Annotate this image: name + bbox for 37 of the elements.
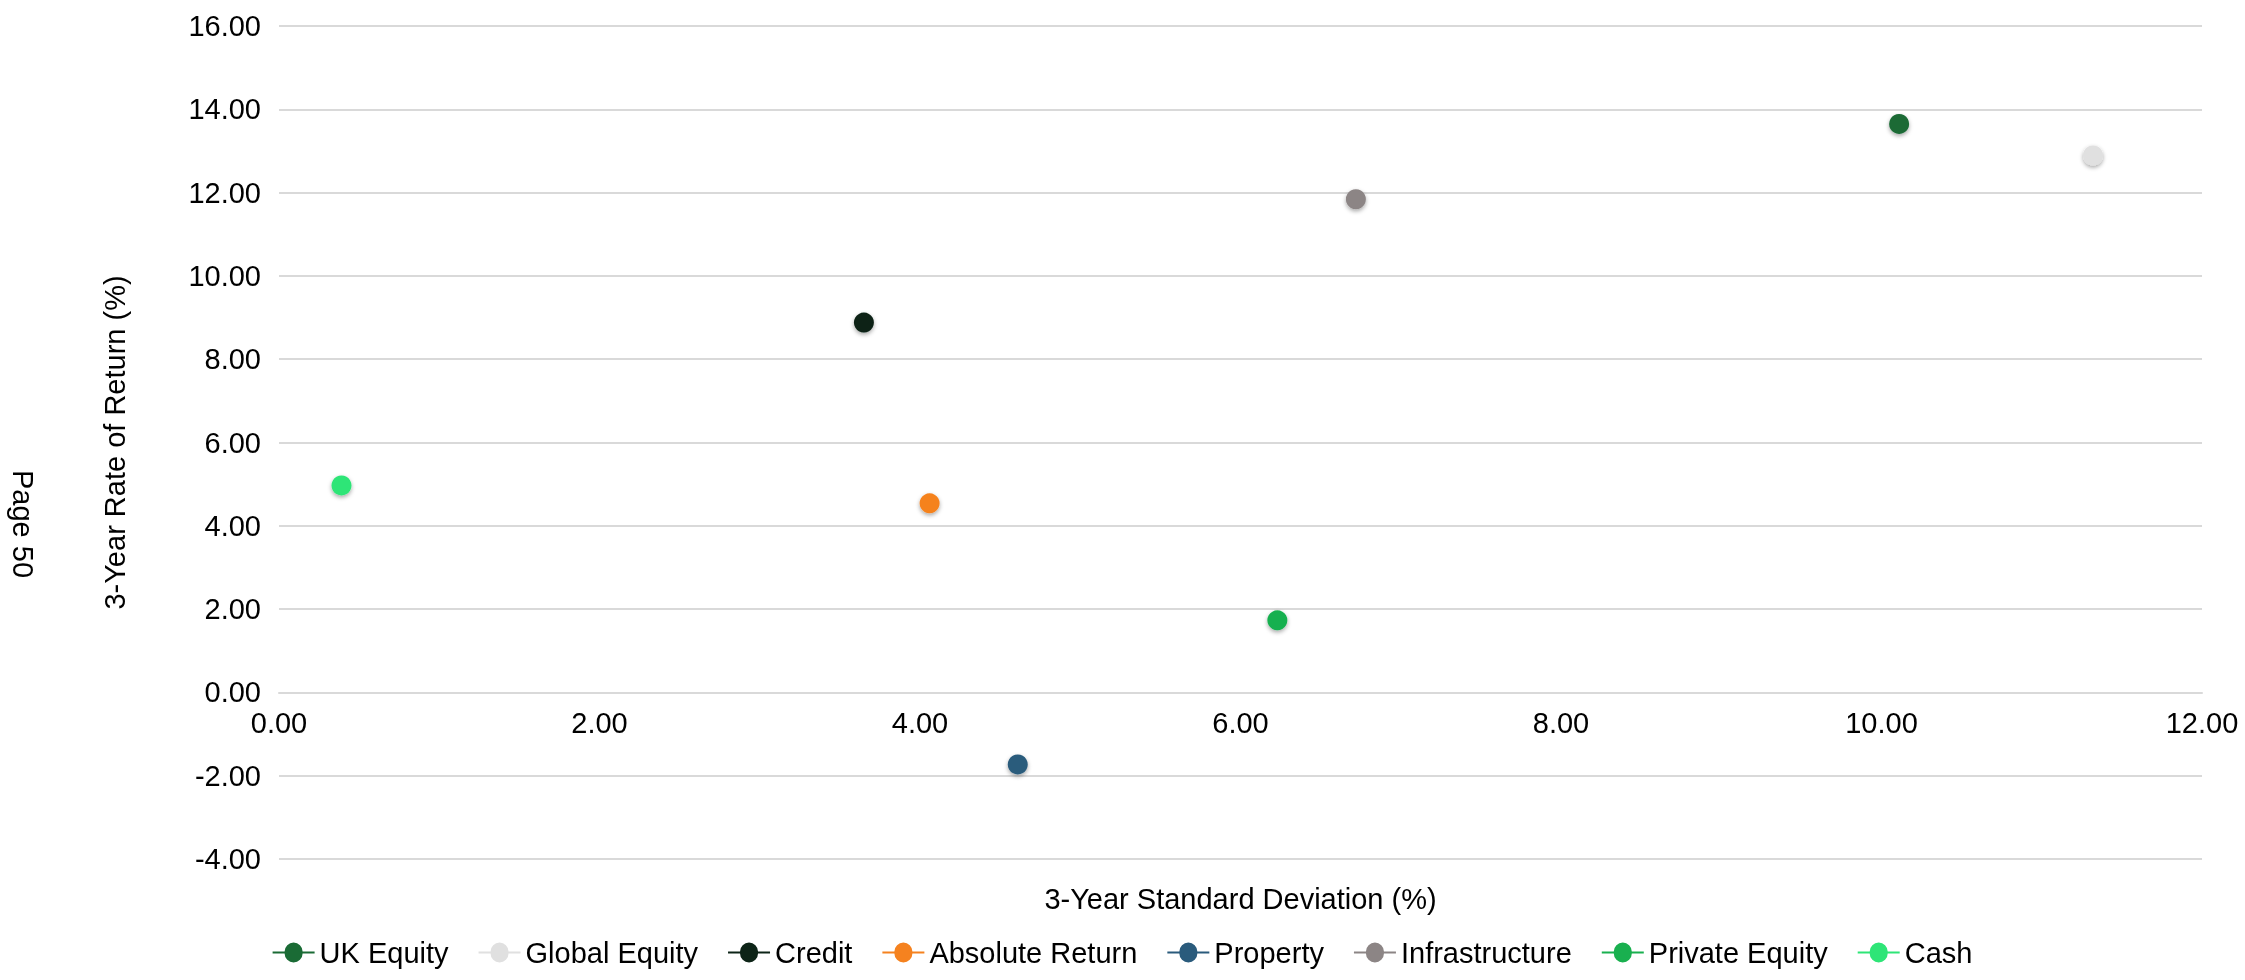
y-tick-label: 14.00: [188, 93, 261, 126]
x-axis-title: 3-Year Standard Deviation (%): [1044, 882, 1437, 915]
point: [1889, 113, 1910, 134]
legend-label: Infrastructure: [1400, 936, 1572, 969]
y-tick-label: 16.00: [188, 10, 261, 42]
y-tick-label: 10.00: [188, 259, 261, 292]
y-tick-label: -4.00: [194, 843, 261, 875]
y-tick-label: -2.00: [194, 759, 261, 792]
y-tick-label: 0.00: [204, 676, 261, 709]
y-axis-title: 3-Year Rate of Return (%): [98, 275, 131, 610]
y-tick-label: 8.00: [204, 343, 261, 376]
point: [2083, 145, 2104, 166]
point: [331, 475, 352, 496]
point: [1267, 610, 1288, 631]
x-tick-label: 6.00: [1212, 706, 1269, 739]
y-tick-label: 4.00: [204, 509, 261, 542]
x-tick-label: 10.00: [1845, 706, 1918, 739]
legend-label: Global Equity: [525, 936, 699, 969]
x-tick-label: 8.00: [1532, 706, 1590, 739]
x-tick-label: 12.00: [2165, 706, 2239, 739]
point: [919, 493, 940, 514]
point: [1345, 189, 1366, 210]
y-tick-label: 12.00: [188, 176, 261, 209]
legend-label: Property: [1214, 936, 1325, 969]
legend-label: Credit: [775, 936, 853, 969]
legend-label: Private Equity: [1648, 936, 1829, 969]
y-tick-label: 2.00: [204, 593, 261, 626]
x-tick-label: 0.00: [250, 706, 308, 739]
legend-label: Absolute Return: [929, 936, 1138, 969]
x-tick-label: 2.00: [571, 706, 628, 739]
x-tick-label: 4.00: [891, 706, 949, 739]
point: [853, 312, 874, 333]
legend-label: UK Equity: [319, 936, 450, 969]
point: [1007, 754, 1028, 775]
text: Page 50: [6, 470, 39, 579]
legend-label: Cash: [1904, 936, 1973, 969]
y-tick-label: 6.00: [204, 426, 261, 459]
